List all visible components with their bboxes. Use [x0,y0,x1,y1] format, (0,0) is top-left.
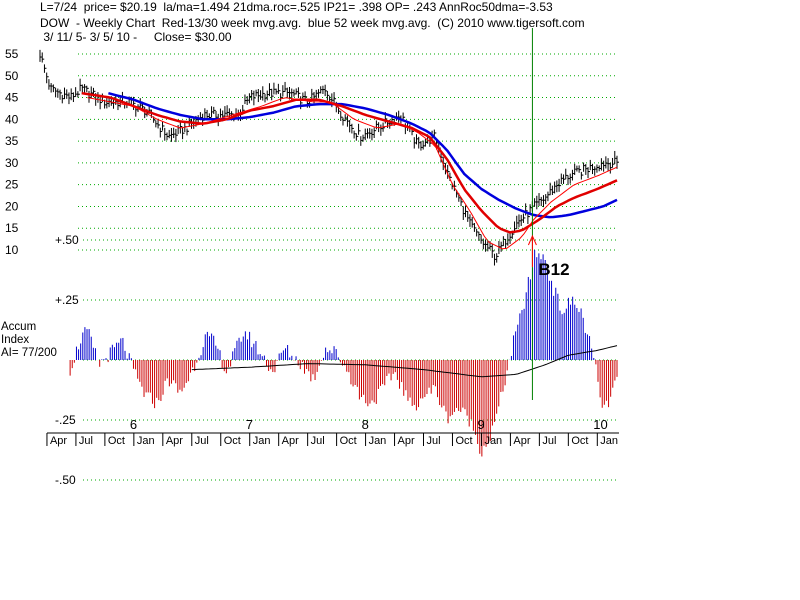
month-label: Jul [542,435,556,447]
accum-tick-label: -.50 [55,473,76,487]
month-label: Apr [166,435,183,447]
index-label: Index [1,334,30,346]
month-label: Jan [369,435,387,447]
price-tick-label: 10 [5,243,19,257]
month-label: Jul [79,435,93,447]
year-label: 10 [593,417,607,432]
ai-value-label: AI= 77/200 [1,347,57,359]
price-tick-label: 50 [5,69,19,83]
year-label: 7 [246,417,253,432]
month-label: Jan [253,435,271,447]
month-label: Oct [455,435,472,447]
month-label: Jan [484,435,502,447]
price-tick-label: 55 [5,47,19,61]
month-label: Apr [513,435,530,447]
month-label: Oct [108,435,125,447]
date-range-close-line: 3/ 11/ 5- 3/ 5/ 10 - Close= $30.00 [40,30,232,44]
price-tick-label: 20 [5,199,19,213]
month-label: Jan [137,435,155,447]
accum-ma-line [191,345,618,378]
signal-label: B12 [538,260,569,279]
ma13-line [87,97,618,250]
buy-signal: B12 [527,28,570,400]
month-label: Oct [224,435,241,447]
chart-title-line: DOW - Weekly Chart Red-13/30 week mvg.av… [40,16,585,30]
year-label: 9 [477,417,484,432]
month-label: Apr [398,435,415,447]
ma30-line [81,91,618,234]
month-label: Oct [340,435,357,447]
accum-tick-label: +.50 [55,233,79,247]
price-tick-label: 25 [5,178,19,192]
price-tick-label: 35 [5,134,19,148]
month-label: Apr [50,435,67,447]
price-y-axis: 10 15 20 25 30 35 40 45 50 55 [5,47,19,257]
price-tick-label: 40 [5,112,19,126]
header-stats-line: L=7/24 price= $20.19 la/ma=1.494 21dma.r… [40,0,553,14]
accum-tick-label: -.25 [55,413,76,427]
price-tick-label: 15 [5,221,19,235]
moving-average-lines [81,91,618,250]
month-label: Apr [282,435,299,447]
month-label: Jul [311,435,325,447]
month-label: Jul [195,435,209,447]
month-label: Jul [427,435,441,447]
signal-arrow-head [527,234,537,246]
accum-ma-line [191,345,618,378]
price-tick-label: 45 [5,91,19,105]
price-tick-label: 30 [5,156,19,170]
year-label: 6 [130,417,137,432]
year-label: 8 [362,417,369,432]
month-label: Oct [571,435,588,447]
month-label: Jan [600,435,618,447]
accum-bars [69,250,618,457]
ma52-line [108,91,618,219]
time-x-axis: Apr Jul Oct Jan Apr Jul Oct Jan Apr Jul Oct Jan Apr J… [46,417,619,447]
accum-y-axis: +.50 +.25 -.25 -.50 [55,233,79,487]
accum-label: Accum [1,321,37,333]
accum-tick-label: +.25 [55,293,79,307]
